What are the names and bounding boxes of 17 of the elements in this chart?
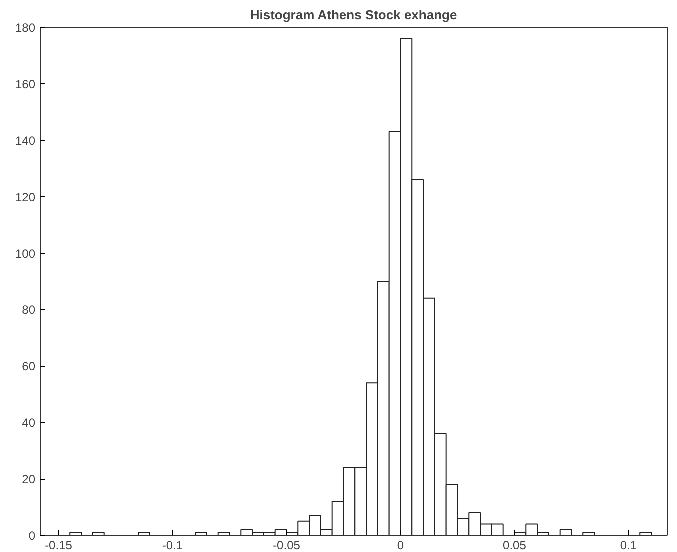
y-tick-label: 80 <box>22 303 36 318</box>
y-tick-label: 180 <box>15 21 36 35</box>
y-tick-label: 140 <box>15 134 36 148</box>
x-tick-label: 0.05 <box>503 538 527 552</box>
x-tick-label: -0.05 <box>273 538 301 552</box>
y-tick-label: 0 <box>28 529 36 543</box>
chart-title: Histogram Athens Stock exhange <box>250 8 458 22</box>
y-tick-label: 40 <box>22 416 36 430</box>
x-tick-label: -0.1 <box>162 538 184 552</box>
y-tick-label: 60 <box>22 360 36 374</box>
x-tick-label: -0.15 <box>45 538 73 552</box>
y-tick-label: 160 <box>15 77 36 92</box>
x-tick-label: 0.1 <box>620 538 638 552</box>
y-tick-label: 20 <box>22 472 36 487</box>
y-tick-label: 100 <box>15 246 36 261</box>
y-tick-label: 120 <box>15 190 36 204</box>
x-tick-label: 0 <box>397 538 404 552</box>
